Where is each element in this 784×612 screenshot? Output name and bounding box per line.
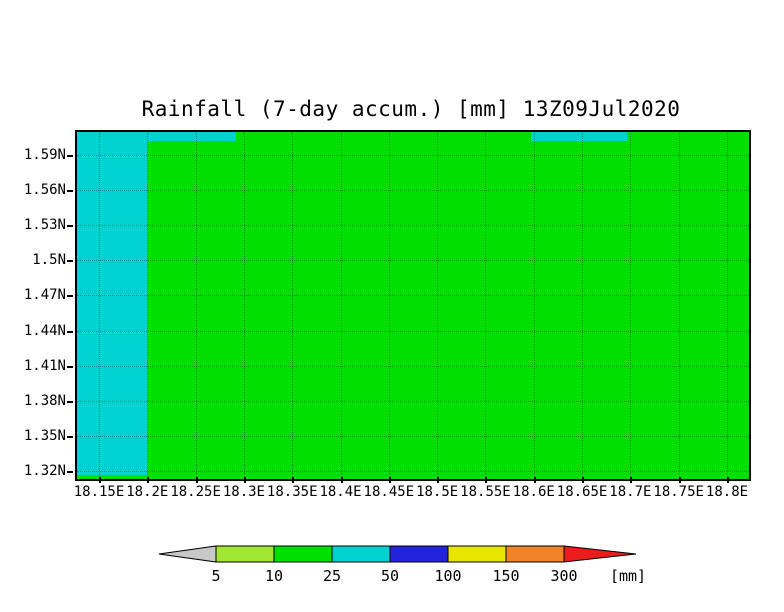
gridline-vertical [437,132,439,479]
y-tick-label: 1.47N [23,287,66,304]
x-axis-tick [388,477,391,483]
x-tick-label: 18.6E [512,484,555,500]
colorbar [158,545,638,563]
chart-title: Rainfall (7-day accum.) [mm] 13Z09Jul202… [141,97,681,121]
x-axis-tick [533,477,536,483]
colorbar-level-label: 10 [264,567,284,585]
gridline-horizontal [77,260,749,262]
gridline-horizontal [77,365,749,367]
colorbar-level-label: 300 [550,567,578,585]
x-axis-tick [630,477,633,483]
y-tick-label: 1.44N [23,322,66,339]
y-axis-tick [67,295,73,298]
gridline-vertical [292,132,294,479]
y-tick-label: 1.41N [23,357,66,374]
gridline-vertical [630,132,632,479]
colorbar-level-label: 25 [322,567,342,585]
north-cyan-band-2 [530,132,627,142]
colorbar-unit-label: [mm] [609,567,647,585]
x-tick-label: 18.25E [170,484,221,500]
colorbar-segment [447,545,507,563]
y-axis-tick [67,260,73,263]
colorbar-level-label: 100 [434,567,462,585]
gridline-vertical [388,132,390,479]
west-cyan-band [77,132,148,475]
gridline-vertical [485,132,487,479]
y-axis-tick [67,400,73,403]
gridline-vertical [99,132,100,479]
colorbar-segment [215,545,275,563]
x-tick-label: 18.8E [705,484,749,500]
x-axis-tick [582,477,585,483]
y-axis-tick [67,330,73,333]
gridline-horizontal [77,330,749,332]
x-axis-tick [340,477,343,483]
x-tick-label: 18.7E [609,484,652,500]
x-axis-tick [437,477,440,483]
x-tick-label: 18.2E [126,484,169,500]
colorbar-level-label: 50 [380,567,400,585]
x-axis-tick [727,477,729,483]
x-axis-tick [485,477,488,483]
x-axis-tick [147,477,150,483]
gridline-vertical [243,132,245,479]
y-tick-label: 1.59N [23,147,66,163]
y-tick-label: 1.56N [23,182,66,199]
gridline-horizontal [77,471,749,472]
colorbar-segment [505,545,565,563]
gridline-horizontal [77,155,749,156]
x-axis-tick [99,477,101,483]
colorbar-level-label: 5 [211,567,221,585]
x-tick-label: 18.3E [222,484,265,500]
x-tick-label: 18.45E [363,484,415,500]
gridline-vertical [582,132,584,479]
y-axis-tick [67,225,73,228]
gridline-vertical [533,132,535,479]
y-tick-label: 1.5N [32,252,66,269]
y-axis-tick [67,435,73,438]
colorbar-level-label: 150 [492,567,520,585]
x-tick-label: 18.5E [416,484,459,500]
y-axis-tick [67,190,73,193]
y-tick-label: 1.35N [23,427,66,444]
x-tick-label: 18.75E [653,484,704,500]
x-tick-label: 18.35E [266,484,318,500]
gridline-horizontal [77,435,749,437]
colorbar-segment [389,545,449,563]
north-cyan-band-1 [147,132,237,142]
x-axis-tick [292,477,295,483]
x-tick-label: 18.65E [556,484,608,500]
x-axis-tick [243,477,246,483]
x-tick-label: 18.4E [319,484,362,500]
x-tick-label: 18.15E [73,484,125,500]
gridline-horizontal [77,225,749,227]
y-axis-tick [67,365,73,368]
gridline-horizontal [77,190,749,192]
gridline-horizontal [77,400,749,402]
x-axis-tick [678,477,681,483]
y-tick-label: 1.38N [23,392,66,409]
x-axis-tick [195,477,198,483]
gridline-vertical [340,132,342,479]
colorbar-arrow-high [563,545,637,563]
gridline-vertical [678,132,680,479]
colorbar-segment [331,545,391,563]
y-axis-tick [67,155,73,157]
colorbar-arrow-low [158,545,217,563]
gridline-horizontal [77,295,749,297]
y-tick-label: 1.53N [23,217,66,234]
x-tick-label: 18.55E [460,484,511,500]
colorbar-svg [158,545,637,563]
gridline-vertical [147,132,149,479]
plot-area [75,130,751,481]
y-tick-label: 1.32N [23,463,66,479]
gridline-vertical [195,132,197,479]
y-axis-tick [67,471,73,473]
gridline-vertical [727,132,728,479]
colorbar-segment [273,545,333,563]
